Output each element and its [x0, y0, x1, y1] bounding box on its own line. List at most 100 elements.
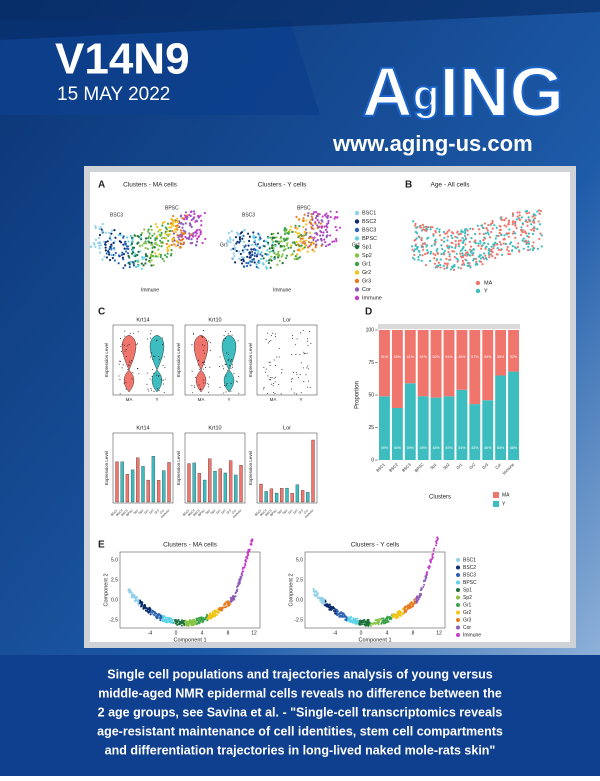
cell-dot	[285, 237, 289, 240]
cell-dot	[476, 263, 479, 266]
cell-dot	[268, 250, 271, 253]
cell-dot	[524, 210, 527, 213]
cell-dot	[196, 228, 199, 232]
cell-dot	[108, 231, 111, 234]
cell-dot	[99, 225, 102, 229]
cell-dot	[305, 219, 308, 222]
cell-dot	[527, 245, 530, 248]
cell-dot	[278, 240, 281, 243]
axis-label: Component 1	[358, 637, 391, 643]
violin	[151, 456, 156, 503]
cell-dot	[375, 618, 378, 621]
cell-dot	[156, 255, 159, 258]
cell-dot	[525, 241, 528, 244]
cell-dot	[321, 234, 325, 237]
cell-dot	[434, 238, 437, 241]
cell-dot	[236, 240, 239, 243]
cell-dot	[508, 252, 512, 256]
cell-dot	[155, 340, 157, 342]
cell-dot	[239, 252, 242, 256]
cell-dot	[448, 245, 451, 248]
cell-dot	[230, 248, 233, 251]
cell-dot	[500, 233, 503, 237]
cell-dot	[241, 568, 244, 571]
cell-dot	[140, 231, 144, 235]
cluster-label: BPSC	[297, 205, 311, 211]
cell-dot	[108, 237, 112, 240]
cell-dot	[251, 253, 254, 256]
cell-dot	[141, 256, 144, 259]
cell-dot	[190, 238, 193, 241]
cell-dot	[155, 237, 159, 240]
cell-dot	[262, 244, 265, 248]
cell-dot	[411, 256, 415, 259]
cell-dot	[404, 605, 407, 608]
cell-dot	[493, 242, 496, 245]
cell-dot	[120, 253, 123, 257]
cell-dot	[329, 234, 332, 237]
cell-dot	[307, 386, 309, 388]
tick-label: Sp1	[276, 508, 283, 515]
cell-dot	[474, 242, 477, 245]
cell-dot	[386, 615, 389, 618]
cell-dot	[182, 233, 185, 236]
cell-dot	[98, 233, 102, 237]
y-tick-label: 0.0	[296, 597, 303, 603]
cell-dot	[521, 239, 524, 242]
cell-dot	[530, 228, 533, 232]
cell-dot	[157, 613, 160, 616]
cell-dot	[306, 214, 310, 217]
cell-dot	[151, 234, 154, 237]
cell-dot	[250, 260, 253, 263]
cell-dot	[459, 252, 462, 255]
cell-dot	[138, 373, 140, 375]
cell-dot	[160, 245, 163, 248]
cell-dot	[274, 244, 277, 248]
cell-dot	[443, 249, 446, 252]
cell-dot	[287, 230, 291, 233]
bar-segment	[391, 408, 403, 460]
cell-dot	[215, 613, 218, 616]
cell-dot	[144, 609, 147, 612]
cell-dot	[249, 264, 252, 267]
cell-dot	[124, 344, 126, 346]
cell-dot	[153, 372, 155, 374]
cell-dot	[224, 602, 227, 605]
cell-dot	[391, 616, 394, 619]
cell-dot	[179, 246, 182, 249]
value-label: 51%	[381, 355, 389, 359]
cell-dot	[518, 214, 521, 217]
cell-dot	[137, 598, 140, 601]
cell-dot	[206, 619, 209, 622]
value-label: 46%	[484, 446, 492, 450]
cell-dot	[457, 242, 460, 245]
cell-dot	[416, 247, 419, 250]
cell-dot	[265, 371, 267, 373]
cell-dot	[114, 236, 117, 239]
cell-dot	[254, 243, 257, 246]
cell-dot	[170, 248, 173, 252]
cell-dot	[152, 368, 154, 370]
cell-dot	[436, 252, 440, 255]
cell-dot	[202, 362, 204, 364]
bar-segment	[443, 396, 455, 460]
cell-dot	[318, 213, 321, 216]
cell-dot	[335, 210, 338, 214]
cell-dot	[183, 623, 186, 626]
cell-dot	[276, 232, 280, 235]
cell-dot	[533, 217, 537, 220]
cell-dot	[296, 227, 299, 230]
cell-dot	[196, 237, 199, 241]
tick-label: Gr1	[215, 508, 222, 515]
cell-dot	[204, 364, 206, 366]
cell-dot	[238, 237, 241, 241]
cell-dot	[441, 247, 444, 251]
cell-dot	[161, 224, 164, 227]
cell-dot	[422, 586, 425, 589]
cell-dot	[302, 240, 306, 243]
cell-dot	[456, 236, 459, 239]
violin	[239, 465, 243, 503]
cell-dot	[184, 222, 187, 225]
violin	[269, 488, 274, 503]
value-label: 68%	[510, 446, 518, 450]
